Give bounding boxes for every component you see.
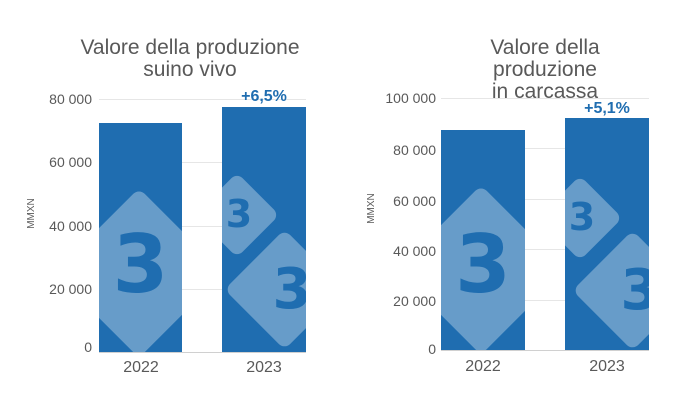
x-axis-line: [99, 352, 306, 353]
y-tick: 40 000: [49, 218, 92, 234]
gridline: [99, 289, 306, 290]
y-tick: 60 000: [393, 193, 436, 209]
watermark-3-icon: 3: [620, 258, 649, 323]
bar-2023: 3 3: [565, 118, 649, 350]
y-tick: 0: [84, 339, 92, 355]
gridline: [441, 199, 649, 200]
gridline: [441, 249, 649, 250]
y-tick: 100 000: [385, 90, 436, 106]
bar-2022: 3: [441, 130, 525, 350]
watermark-3-icon: 3: [455, 218, 511, 311]
x-axis-line: [441, 350, 649, 351]
y-tick: 20 000: [49, 281, 92, 297]
gridline: [441, 98, 649, 99]
y-tick: 40 000: [393, 243, 436, 259]
watermark-3-icon: 3: [112, 218, 169, 311]
y-tick: 20 000: [393, 293, 436, 309]
gridline: [99, 99, 306, 100]
bar-2022: 3: [99, 123, 182, 352]
y-tick: 80 000: [49, 91, 92, 107]
y-tick: 60 000: [49, 154, 92, 170]
gridline: [441, 300, 649, 301]
y-tick: 80 000: [393, 142, 436, 158]
x-tick: 2022: [123, 359, 159, 376]
delta-label: +5,1%: [584, 100, 630, 117]
chart-suino-vivo: Valore della produzione suino vivo MMXN …: [26, 36, 306, 376]
x-tick: 2023: [246, 359, 282, 376]
y-tick: 0: [428, 341, 436, 357]
gridline: [441, 148, 649, 149]
delta-label: +6,5%: [241, 88, 287, 105]
chart-title: Valore della produzione suino vivo: [80, 36, 300, 81]
watermark-3-icon: 3: [568, 195, 596, 239]
chart-carcassa: Valore della produzione in carcassa MMXN…: [350, 0, 700, 400]
x-tick: 2022: [465, 358, 501, 375]
watermark-3-icon: 3: [225, 192, 253, 236]
bar-2023: 3 3: [222, 107, 306, 352]
gridline: [99, 226, 306, 227]
x-tick: 2023: [589, 358, 625, 375]
watermark-3-icon: 3: [272, 257, 306, 322]
gridline: [99, 162, 306, 163]
chart-title: Valore della produzione in carcassa: [490, 36, 600, 103]
